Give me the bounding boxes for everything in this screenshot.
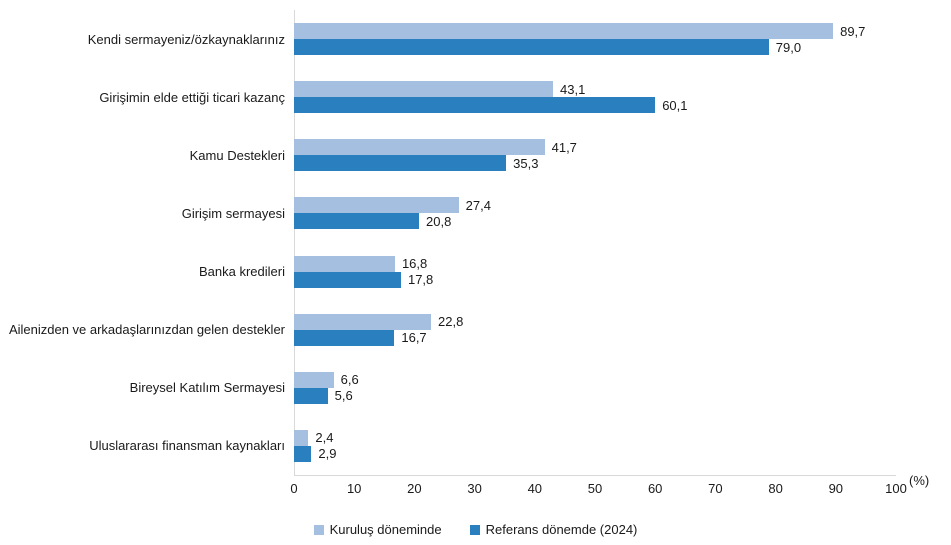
bar-value-label: 35,3 (513, 155, 539, 171)
category-label: Bireysel Katılım Sermayesi (129, 380, 285, 396)
category-label: Kendi sermayeniz/özkaynaklarınız (87, 31, 285, 47)
bar-line: 89,7 (294, 23, 895, 40)
bar-value-label: 16,7 (401, 330, 427, 346)
bar-value-label: 6,6 (340, 372, 359, 388)
bar-line: 17,8 (294, 271, 895, 288)
bar-line: 6,6 (294, 371, 895, 388)
x-axis-line (294, 475, 896, 476)
bar-line: 60,1 (294, 97, 895, 114)
x-tick-label: 70 (708, 481, 723, 496)
bar-line: 79,0 (294, 39, 895, 56)
x-tick-label: 60 (647, 481, 663, 496)
category-label: Uluslararası finansman kaynakları (89, 438, 285, 454)
bar-group: 16,8 17,8 (294, 243, 895, 301)
bar-series-2 (294, 387, 328, 404)
bar-series-1 (294, 139, 545, 156)
bar-value-label: 20,8 (426, 213, 452, 229)
chart-row: Girişim sermayesi 27,4 20,8 (0, 184, 895, 242)
bar-value-label: 2,9 (318, 446, 337, 462)
x-tick-label: 20 (407, 481, 422, 496)
bar-group: 41,7 35,3 (294, 126, 895, 184)
chart-row: Ailenizden ve arkadaşlarınızdan gelen de… (0, 301, 895, 359)
chart-row: Uluslararası finansman kaynakları 2,4 2,9 (0, 417, 895, 475)
legend: Kuruluş döneminde Referans dönemde (2024) (0, 522, 951, 537)
bar-value-label: 22,8 (438, 314, 464, 330)
chart-row: Girişimin elde ettiği ticari kazanç 43,1 6… (0, 68, 895, 126)
bar-value-label: 79,0 (775, 39, 802, 55)
chart-row: Kendi sermayeniz/özkaynaklarınız 89,7 79,0 (0, 10, 895, 68)
x-axis-ticks: (%) 0 10 20 30 40 50 60 70 80 90 100 (290, 473, 929, 497)
bar-value-label: 17,8 (407, 272, 434, 288)
bar-series-2 (294, 39, 769, 56)
x-tick-label: 80 (768, 481, 783, 496)
x-tick-label: 100 (885, 481, 907, 496)
bar-series-2 (294, 213, 419, 230)
legend-item-series-1: Kuruluş döneminde (313, 522, 442, 537)
category-label: Banka kredileri (199, 264, 285, 280)
bar-value-label: 41,7 (551, 139, 577, 155)
x-tick-label: 0 (290, 481, 298, 496)
chart-row: Bireysel Katılım Sermayesi 6,6 5,6 (0, 359, 895, 417)
bar-line: 16,8 (294, 255, 895, 272)
bar-value-label: 2,4 (315, 430, 334, 446)
y-axis-line (294, 10, 295, 476)
legend-label: Kuruluş döneminde (329, 522, 442, 537)
bar-line: 43,1 (294, 81, 895, 98)
bar-group: 89,7 79,0 (294, 10, 895, 68)
chart-row: Banka kredileri 16,8 17,8 (0, 243, 895, 301)
x-tick-label: 10 (346, 481, 362, 496)
category-label: Ailenizden ve arkadaşlarınızdan gelen de… (8, 322, 285, 338)
bar-series-1 (294, 371, 334, 388)
bar-series-1 (294, 313, 432, 330)
bar-line: 2,4 (294, 429, 895, 446)
legend-marker-icon (313, 524, 324, 535)
legend-marker-icon (469, 524, 480, 535)
bar-series-1 (294, 23, 834, 40)
bar-series-2 (294, 329, 395, 346)
bar-value-label: 27,4 (465, 197, 491, 213)
bar-series-2 (294, 155, 507, 172)
bar-series-1 (294, 81, 554, 98)
bar-group: 6,6 5,6 (294, 359, 895, 417)
bar-value-label: 16,8 (401, 256, 428, 272)
bar-line: 22,8 (294, 313, 895, 330)
category-label: Girişim sermayesi (181, 205, 285, 221)
bar-series-2 (294, 445, 312, 462)
bar-series-1 (294, 255, 395, 272)
bar-line: 2,9 (294, 445, 895, 462)
x-tick-label: 30 (467, 481, 482, 496)
x-tick-label: 50 (587, 481, 603, 496)
bar-series-2 (294, 271, 401, 288)
bar-line: 16,7 (294, 329, 895, 346)
bar-series-1 (294, 197, 459, 214)
category-label: Girişimin elde ettiği ticari kazanç (99, 89, 285, 105)
bar-value-label: 89,7 (840, 23, 866, 39)
bar-line: 20,8 (294, 213, 895, 230)
bar-value-label: 43,1 (560, 81, 586, 97)
x-tick-label: 40 (527, 481, 543, 496)
bar-group: 43,1 60,1 (294, 68, 895, 126)
x-axis-unit-label: (%) (909, 473, 930, 488)
x-tick-label: 90 (828, 481, 844, 496)
category-label: Kamu Destekleri (189, 147, 285, 163)
bar-series-2 (294, 97, 656, 114)
plot-rows: Kendi sermayeniz/özkaynaklarınız 89,7 79,0… (0, 10, 895, 475)
bar-line: 5,6 (294, 387, 895, 404)
legend-label: Referans dönemde (2024) (485, 522, 638, 537)
bar-line: 27,4 (294, 197, 895, 214)
bar-value-label: 5,6 (334, 388, 353, 404)
bar-group: 22,8 16,7 (294, 301, 895, 359)
bar-group: 27,4 20,8 (294, 184, 895, 242)
chart-row: Kamu Destekleri 41,7 35,3 (0, 126, 895, 184)
bar-line: 35,3 (294, 155, 895, 172)
bar-series-1 (294, 429, 309, 446)
legend-item-series-2: Referans dönemde (2024) (469, 522, 638, 537)
bar-line: 41,7 (294, 139, 895, 156)
bar-value-label: 60,1 (662, 97, 688, 113)
bar-group: 2,4 2,9 (294, 417, 895, 475)
